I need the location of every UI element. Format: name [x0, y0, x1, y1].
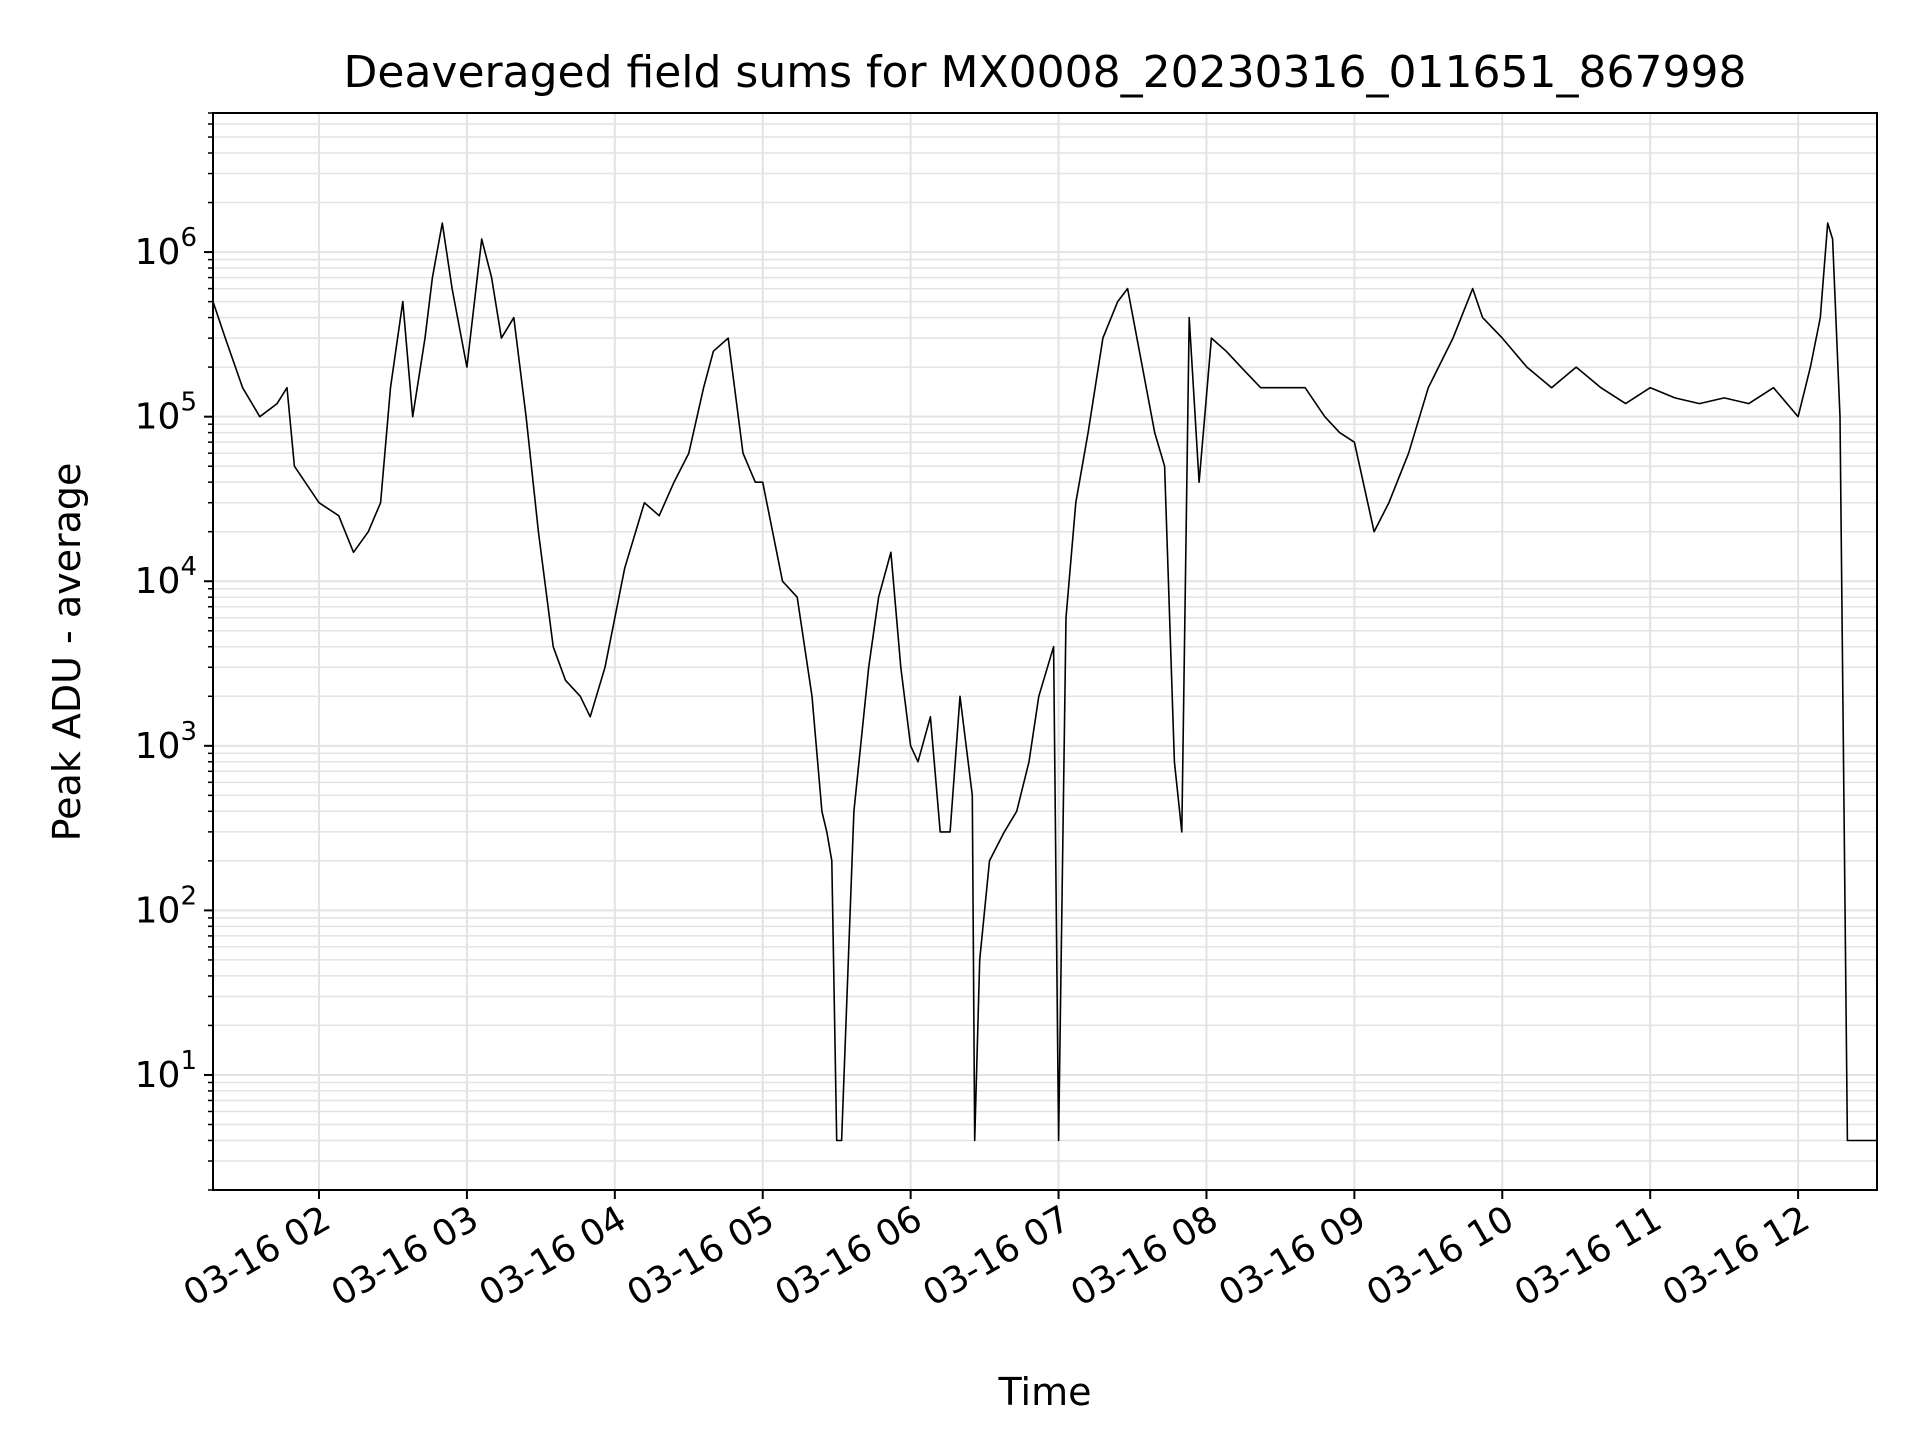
y-tick-label: 104: [135, 552, 197, 602]
y-tick-label: 103: [135, 717, 197, 767]
chart-title: Deaveraged field sums for MX0008_2023031…: [344, 47, 1747, 98]
y-tick-label: 101: [135, 1046, 197, 1096]
y-tick-label: 105: [135, 388, 197, 438]
grid: [213, 112, 1877, 1191]
series-layer: [212, 222, 1877, 1142]
y-tick-label: 106: [135, 223, 197, 273]
y-tick-label: 102: [135, 881, 197, 931]
series-line: [212, 222, 1877, 1142]
y-axis: 101 102 103 104 105 106: [135, 112, 213, 1191]
plot-frame: [212, 112, 1878, 1191]
y-axis-label: Peak ADU - average: [45, 463, 89, 842]
x-axis-label: Time: [998, 1370, 1092, 1414]
